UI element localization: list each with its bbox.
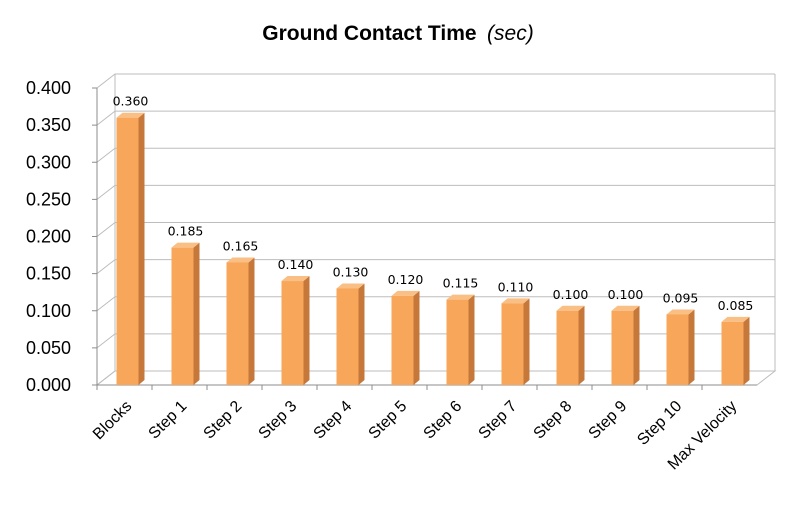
y-tick-label: 0.050 (26, 338, 71, 358)
bar (501, 298, 530, 385)
bar (666, 309, 695, 385)
bar-side (303, 276, 310, 385)
bar-side (578, 305, 585, 385)
bar-front (556, 310, 579, 385)
x-tick-label: Step 3 (256, 398, 301, 443)
y-tick-label: 0.350 (26, 115, 71, 135)
gridline (96, 110, 775, 126)
data-label: 0.115 (443, 276, 479, 291)
bar-side (193, 242, 200, 385)
axis-layer: 0.000 0.050 0.100 0.150 0.200 0.250 0.300 0.350… (26, 78, 757, 395)
data-label: 0.130 (333, 264, 369, 279)
x-tick-label: Step 5 (366, 398, 411, 443)
x-tick-label: Step 2 (201, 398, 246, 443)
chart-title: Ground Contact Time (sec) (262, 22, 533, 45)
bar-front (721, 321, 744, 385)
bar-top (611, 305, 640, 311)
bar-side (523, 298, 530, 385)
bar-layer (116, 112, 750, 385)
bar-top (391, 290, 420, 296)
bar-side (633, 305, 640, 385)
bar-front (281, 281, 304, 385)
bar-side (688, 309, 695, 385)
y-tick-label: 0.150 (26, 264, 71, 284)
bar-front (446, 299, 469, 385)
bar-top (116, 112, 145, 118)
bar-side (358, 283, 365, 385)
x-tick-label: Step 10 (634, 398, 685, 449)
bar (116, 112, 145, 385)
data-label: 0.100 (553, 287, 589, 302)
x-tick-label: Step 7 (476, 398, 521, 443)
bar (446, 294, 475, 385)
bar-side (138, 112, 145, 385)
x-tick-label: Step 4 (311, 398, 356, 443)
data-label: 0.120 (388, 272, 424, 287)
bar-top (721, 316, 750, 322)
y-tick-label: 0.400 (26, 78, 71, 98)
bar-front (116, 117, 139, 385)
bar-front (501, 303, 524, 385)
bar (556, 305, 585, 385)
data-label: 0.140 (278, 257, 314, 272)
data-label: 0.100 (608, 287, 644, 302)
bar-front (391, 295, 414, 385)
bar-top (226, 257, 255, 263)
data-label: 0.095 (663, 290, 699, 305)
y-tick-label: 0.200 (26, 227, 71, 247)
bar (226, 257, 255, 385)
bar (611, 305, 640, 385)
bar-top (336, 283, 365, 289)
x-tick-label: Step 8 (531, 398, 576, 443)
gridline (96, 147, 775, 163)
x-tick-label: Step 6 (421, 398, 466, 443)
bar-top (171, 242, 200, 248)
gridline (96, 73, 775, 89)
y-tick-label: 0.300 (26, 152, 71, 172)
gridline (96, 184, 775, 200)
y-tick-label: 0.250 (26, 189, 71, 209)
data-label: 0.085 (718, 298, 754, 313)
data-label: 0.360 (113, 94, 149, 109)
bar-top (666, 309, 695, 315)
bar-top (501, 298, 530, 304)
bar-side (468, 294, 475, 385)
bar-side (413, 290, 420, 385)
bar-front (226, 262, 249, 385)
chart-title-unit: (sec) (487, 22, 534, 45)
data-label: 0.165 (223, 238, 259, 253)
bar (336, 283, 365, 385)
bar-top (446, 294, 475, 300)
bar-side (248, 257, 255, 385)
bar-front (666, 314, 689, 385)
bar (281, 276, 310, 385)
bar-top (281, 276, 310, 282)
bar-side (743, 316, 750, 385)
bar-front (171, 247, 194, 385)
bar-front (336, 288, 359, 385)
y-tick-label: 0.100 (26, 301, 71, 321)
y-tick-label: 0.000 (26, 375, 71, 395)
bar-front (611, 310, 634, 385)
chart-title-main: Ground Contact Time (262, 22, 476, 45)
x-tick-label: Step 1 (146, 398, 191, 443)
bar (721, 316, 750, 385)
data-label: 0.185 (168, 224, 204, 239)
bar-top (556, 305, 585, 311)
x-tick-label: Blocks (90, 398, 135, 443)
bar (171, 242, 200, 385)
bar (391, 290, 420, 385)
x-tick-label: Step 9 (586, 398, 631, 443)
data-label: 0.110 (498, 279, 534, 294)
